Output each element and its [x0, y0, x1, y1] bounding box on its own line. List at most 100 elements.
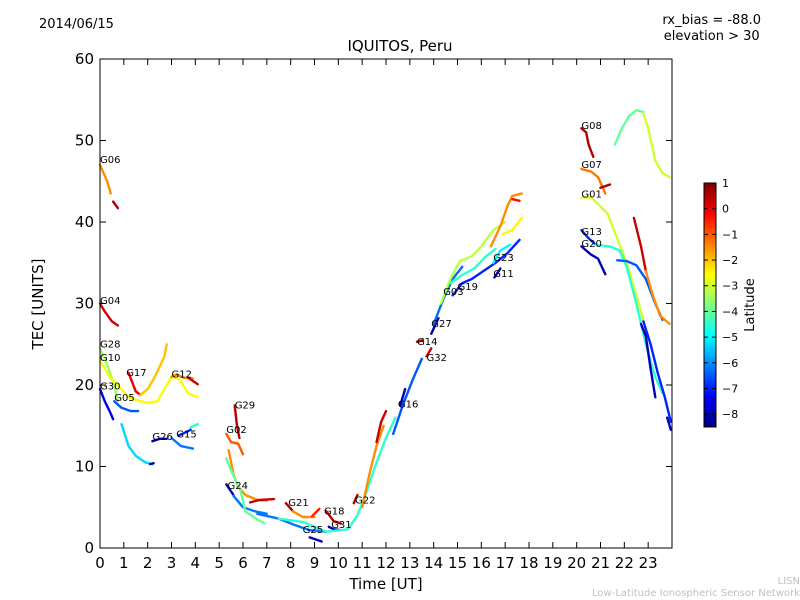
series-G29	[233, 404, 241, 440]
series-G07b	[599, 183, 612, 190]
series-G05	[113, 400, 140, 413]
sat-label-G03: G03	[443, 287, 463, 298]
footer-lisn: LISN	[777, 576, 800, 587]
x-tick-label: 8	[286, 554, 296, 572]
sat-label-G10: G10	[100, 353, 120, 364]
series-G16	[399, 387, 407, 407]
x-tick-label: 2	[143, 554, 153, 572]
sat-label-G19: G19	[458, 282, 478, 293]
sat-label-G24: G24	[228, 481, 248, 492]
x-axis-label: Time [UT]	[349, 575, 423, 593]
sat-label-G23: G23	[493, 253, 513, 264]
series-G13	[580, 228, 597, 247]
series-G17b	[139, 343, 168, 396]
series-N5c	[666, 416, 672, 431]
x-tick-label: 4	[191, 554, 201, 572]
x-tick-label: 10	[329, 554, 348, 572]
series-N5b	[639, 322, 657, 399]
sat-label-G27: G27	[431, 319, 451, 330]
date-label: 2014/06/15	[39, 17, 114, 32]
series-G03	[432, 265, 464, 326]
series-G20b	[594, 243, 664, 395]
series-G07	[580, 167, 607, 195]
colorbar-tick-label: −4	[722, 305, 738, 318]
series-G14	[415, 339, 425, 343]
series-G26	[151, 437, 168, 443]
x-tick-label: 18	[519, 554, 538, 572]
series-G21b	[291, 510, 316, 519]
series-G12b	[186, 376, 199, 386]
series-G11	[493, 267, 502, 279]
series-G23b	[489, 192, 523, 248]
series-G03b	[439, 220, 507, 305]
series-N4	[644, 269, 671, 326]
elevation-label: elevation > 30	[663, 29, 760, 44]
series-Rise4	[392, 357, 423, 436]
series-G06b	[111, 200, 120, 210]
sat-label-G05: G05	[114, 393, 134, 404]
footer-network: Low-Latitude Ionospheric Sensor Network	[592, 588, 800, 599]
series-G19	[451, 238, 521, 297]
sat-label-G04: G04	[100, 296, 120, 307]
x-tick-label: 6	[238, 554, 248, 572]
series-G24b	[232, 494, 268, 515]
colorbar-tick-label: −5	[722, 331, 738, 344]
series-G22	[352, 493, 359, 505]
sat-label-G08: G08	[581, 121, 601, 132]
series-G32	[425, 347, 433, 358]
series-G23c	[511, 197, 521, 203]
x-tick-label: 13	[400, 554, 419, 572]
colorbar	[703, 182, 717, 428]
y-tick-label: 50	[75, 132, 94, 150]
sat-label-G02: G02	[226, 425, 246, 436]
sat-label-G07: G07	[581, 160, 601, 171]
x-tick-label: 21	[591, 554, 610, 572]
colorbar-tick-label: −2	[722, 254, 738, 267]
y-tick-label: 40	[75, 213, 94, 231]
colorbar-tick-label: −6	[722, 357, 738, 370]
series-G09	[120, 422, 154, 466]
series-N1b	[642, 112, 671, 179]
series-G23d	[501, 216, 523, 236]
x-tick-label: 15	[448, 554, 467, 572]
axis-tick-layer: 0 1 2 3 4 5 6 7 8 9 10 11 12 13 14 15 16 17 18 19 20 21 22 2301…	[75, 50, 672, 572]
series-Rise1	[277, 416, 397, 533]
sat-label-G31: G31	[331, 520, 351, 531]
colorbar-tick-label: −3	[722, 280, 738, 293]
colorbar-tick-label: 0	[722, 203, 729, 216]
rx-bias-label: rx_bias = -88.0	[662, 13, 761, 28]
y-tick-label: 10	[75, 458, 94, 476]
sat-label-G01: G01	[581, 189, 601, 200]
series-Rise3	[375, 409, 388, 444]
series-G18	[325, 510, 342, 525]
x-tick-label: 12	[376, 554, 395, 572]
series-G21	[284, 502, 295, 513]
series-G15c	[170, 436, 195, 450]
series-G04	[98, 302, 120, 327]
series-G23	[492, 243, 512, 264]
y-tick-label: 20	[75, 376, 94, 394]
series-G06	[98, 163, 112, 195]
series-G21c	[310, 507, 321, 518]
x-tick-label: 0	[95, 554, 105, 572]
y-tick-label: 60	[75, 50, 94, 68]
colorbar-tick-label: 1	[722, 177, 729, 190]
series-G08	[580, 127, 595, 159]
series-Rise2	[361, 424, 385, 509]
x-tick-label: 5	[214, 554, 224, 572]
series-G02	[225, 432, 245, 456]
sat-label-G28: G28	[100, 339, 120, 350]
colorbar-tick-label: −7	[722, 382, 738, 395]
series-G24c	[225, 457, 266, 525]
colorbar-tick-label: −8	[722, 408, 738, 421]
sat-label-G13: G13	[581, 227, 601, 238]
colorbar-tick-layer: 1 0 −1 −2 −3 −4 −5 −6 −7 −8	[704, 177, 738, 421]
x-tick-label: 9	[310, 554, 320, 572]
y-tick-label: 30	[75, 295, 94, 313]
series-G15	[177, 428, 192, 437]
x-tick-label: 3	[167, 554, 177, 572]
sat-label-G26: G26	[152, 432, 172, 443]
sat-label-G16: G16	[398, 400, 418, 411]
x-tick-label: 17	[496, 554, 515, 572]
series-N1	[613, 109, 645, 146]
